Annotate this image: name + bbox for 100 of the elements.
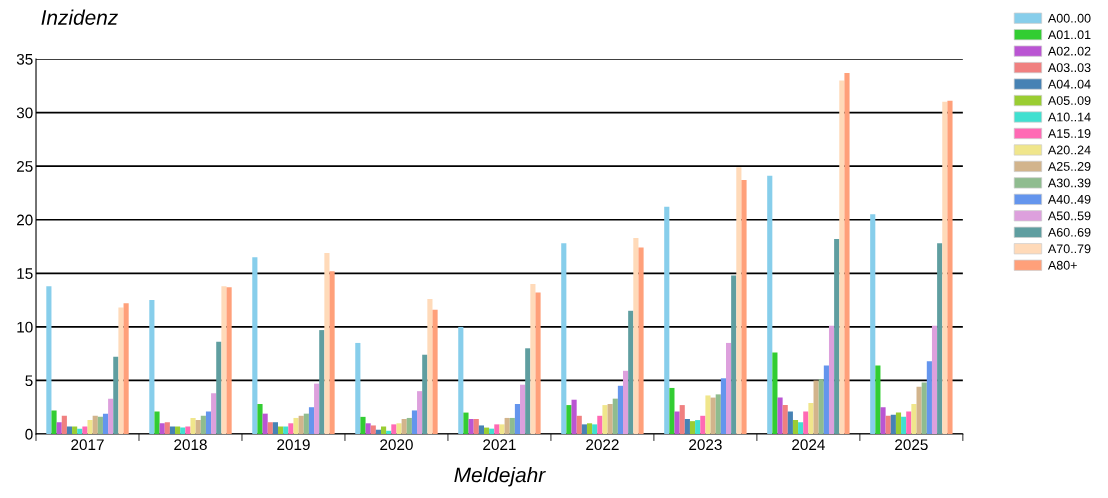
- bar: [108, 398, 114, 435]
- bar: [200, 415, 206, 435]
- bar: [885, 415, 891, 435]
- bar: [211, 393, 217, 435]
- bar: [890, 414, 896, 435]
- bar: [803, 411, 809, 435]
- bar: [396, 423, 402, 435]
- bar: [926, 361, 932, 435]
- bar: [463, 412, 469, 435]
- bar: [118, 307, 124, 435]
- bar: [164, 422, 170, 435]
- bar: [159, 423, 165, 435]
- bar: [185, 426, 191, 435]
- legend-label: A20..24: [1047, 145, 1091, 155]
- bar: [586, 423, 593, 435]
- bar: [834, 239, 840, 435]
- bar: [123, 303, 129, 435]
- bar: [633, 237, 639, 435]
- bar: [113, 356, 119, 435]
- legend-label: A60..69: [1047, 227, 1091, 237]
- bar: [82, 426, 88, 435]
- bar: [272, 422, 279, 435]
- bar: [56, 422, 62, 435]
- bar: [494, 424, 500, 435]
- bar: [767, 175, 773, 435]
- bar: [401, 419, 407, 435]
- bar: [808, 402, 814, 435]
- bar: [921, 382, 927, 435]
- bar: [875, 365, 881, 435]
- bar: [288, 423, 294, 435]
- x-tick-label: 2022: [586, 439, 619, 451]
- bar: [432, 309, 438, 435]
- bar: [154, 411, 160, 435]
- legend-label: A04..04: [1047, 79, 1091, 89]
- y-tick-label: 30: [16, 107, 33, 119]
- bar: [365, 423, 371, 435]
- bar: [499, 424, 505, 435]
- bar: [520, 384, 526, 435]
- bar: [180, 427, 186, 435]
- x-tick-label: 2017: [71, 439, 104, 451]
- bar: [66, 426, 73, 435]
- bar: [638, 247, 644, 435]
- legend-label: A00..00: [1047, 13, 1091, 23]
- bar: [427, 299, 433, 435]
- bar: [102, 413, 109, 435]
- legend-label: A50..59: [1047, 211, 1091, 221]
- y-tick-label: 15: [17, 268, 33, 279]
- bar: [684, 419, 690, 435]
- bar: [72, 426, 78, 435]
- bar: [370, 425, 376, 435]
- legend-label: A15..19: [1047, 129, 1091, 138]
- bar: [504, 417, 510, 435]
- bar: [308, 407, 315, 435]
- bar: [576, 415, 582, 435]
- bar: [906, 411, 912, 435]
- bar: [798, 422, 804, 435]
- bar: [715, 394, 721, 435]
- bar: [87, 420, 93, 435]
- bar: [417, 391, 423, 435]
- legend-label: A40..49: [1047, 194, 1091, 204]
- bar: [731, 275, 737, 435]
- bar: [46, 286, 52, 435]
- bar: [221, 286, 227, 435]
- legend-label: A01..01: [1047, 30, 1091, 40]
- bar: [602, 405, 608, 435]
- bar: [252, 257, 258, 435]
- bar: [329, 271, 335, 435]
- bar: [942, 101, 948, 435]
- bar: [195, 420, 201, 435]
- bar: [381, 426, 387, 435]
- bar: [870, 214, 876, 435]
- bar: [813, 380, 819, 435]
- bar: [278, 426, 284, 435]
- bar: [612, 398, 618, 435]
- bar: [422, 354, 428, 435]
- bar: [61, 415, 67, 435]
- bar: [916, 386, 922, 435]
- y-tick-label: 5: [25, 375, 33, 387]
- legend-label: A02..02: [1047, 46, 1091, 56]
- bar: [700, 415, 706, 435]
- bar: [303, 413, 309, 435]
- bar: [478, 425, 484, 435]
- bar: [705, 395, 711, 435]
- bar: [571, 399, 577, 435]
- bar: [205, 411, 212, 435]
- bar: [216, 341, 222, 435]
- bar: [592, 424, 598, 435]
- x-tick-label: 2023: [689, 439, 722, 451]
- bar: [607, 404, 613, 435]
- bar: [844, 72, 850, 435]
- bar: [561, 243, 567, 435]
- bar: [782, 405, 788, 435]
- bar: [566, 405, 572, 435]
- legend-label: A05..09: [1047, 96, 1091, 105]
- bar: [355, 342, 361, 435]
- bar: [149, 300, 155, 435]
- legend-label: A10..14: [1047, 112, 1091, 122]
- bar: [679, 405, 685, 435]
- bar: [792, 420, 799, 435]
- bar: [458, 326, 464, 435]
